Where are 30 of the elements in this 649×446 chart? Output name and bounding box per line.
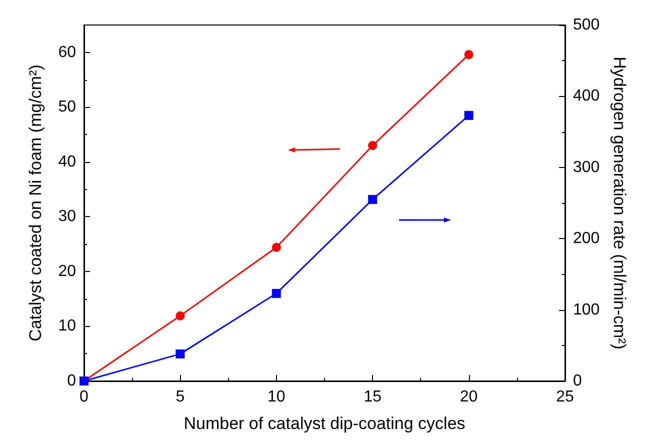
y-tick-label: 60 — [58, 44, 76, 61]
point — [368, 194, 378, 204]
y2-tick-label: 0 — [573, 372, 582, 390]
point — [176, 349, 185, 358]
y2-tick-label: 500 — [573, 16, 600, 34]
point — [464, 110, 474, 120]
y-tick-label: 0 — [67, 372, 76, 390]
x-tick-label: 5 — [176, 388, 185, 406]
y2-tick-label: 400 — [573, 88, 600, 105]
x-tick-label: 15 — [364, 388, 382, 406]
y-tick-label: 40 — [58, 153, 76, 170]
y-axis-title: Catalyst coated on Ni foam (mg/cm²) — [26, 64, 45, 342]
point — [176, 311, 185, 320]
point — [272, 288, 281, 298]
y-tick-label: 20 — [58, 262, 76, 280]
y2-tick-label: 200 — [573, 230, 600, 248]
point — [368, 140, 378, 150]
y-tick-label: 50 — [58, 98, 76, 116]
x-tick-label: 10 — [268, 388, 286, 406]
point — [464, 50, 474, 60]
y2-tick-label: 300 — [573, 158, 600, 176]
x-tick-label: 0 — [80, 388, 89, 406]
x-tick-label: 25 — [556, 388, 574, 406]
point — [272, 242, 281, 252]
x-axis-title: Number of catalyst dip-coating cycles — [184, 414, 466, 433]
y-tick-label: 10 — [58, 318, 76, 335]
x-tick-label: 20 — [460, 388, 478, 406]
y2-tick-label: 100 — [573, 301, 600, 318]
y-tick-label: 30 — [58, 208, 76, 226]
y2-axis-title: Hydrogen generation rate (ml/min-cm²) — [610, 56, 629, 350]
